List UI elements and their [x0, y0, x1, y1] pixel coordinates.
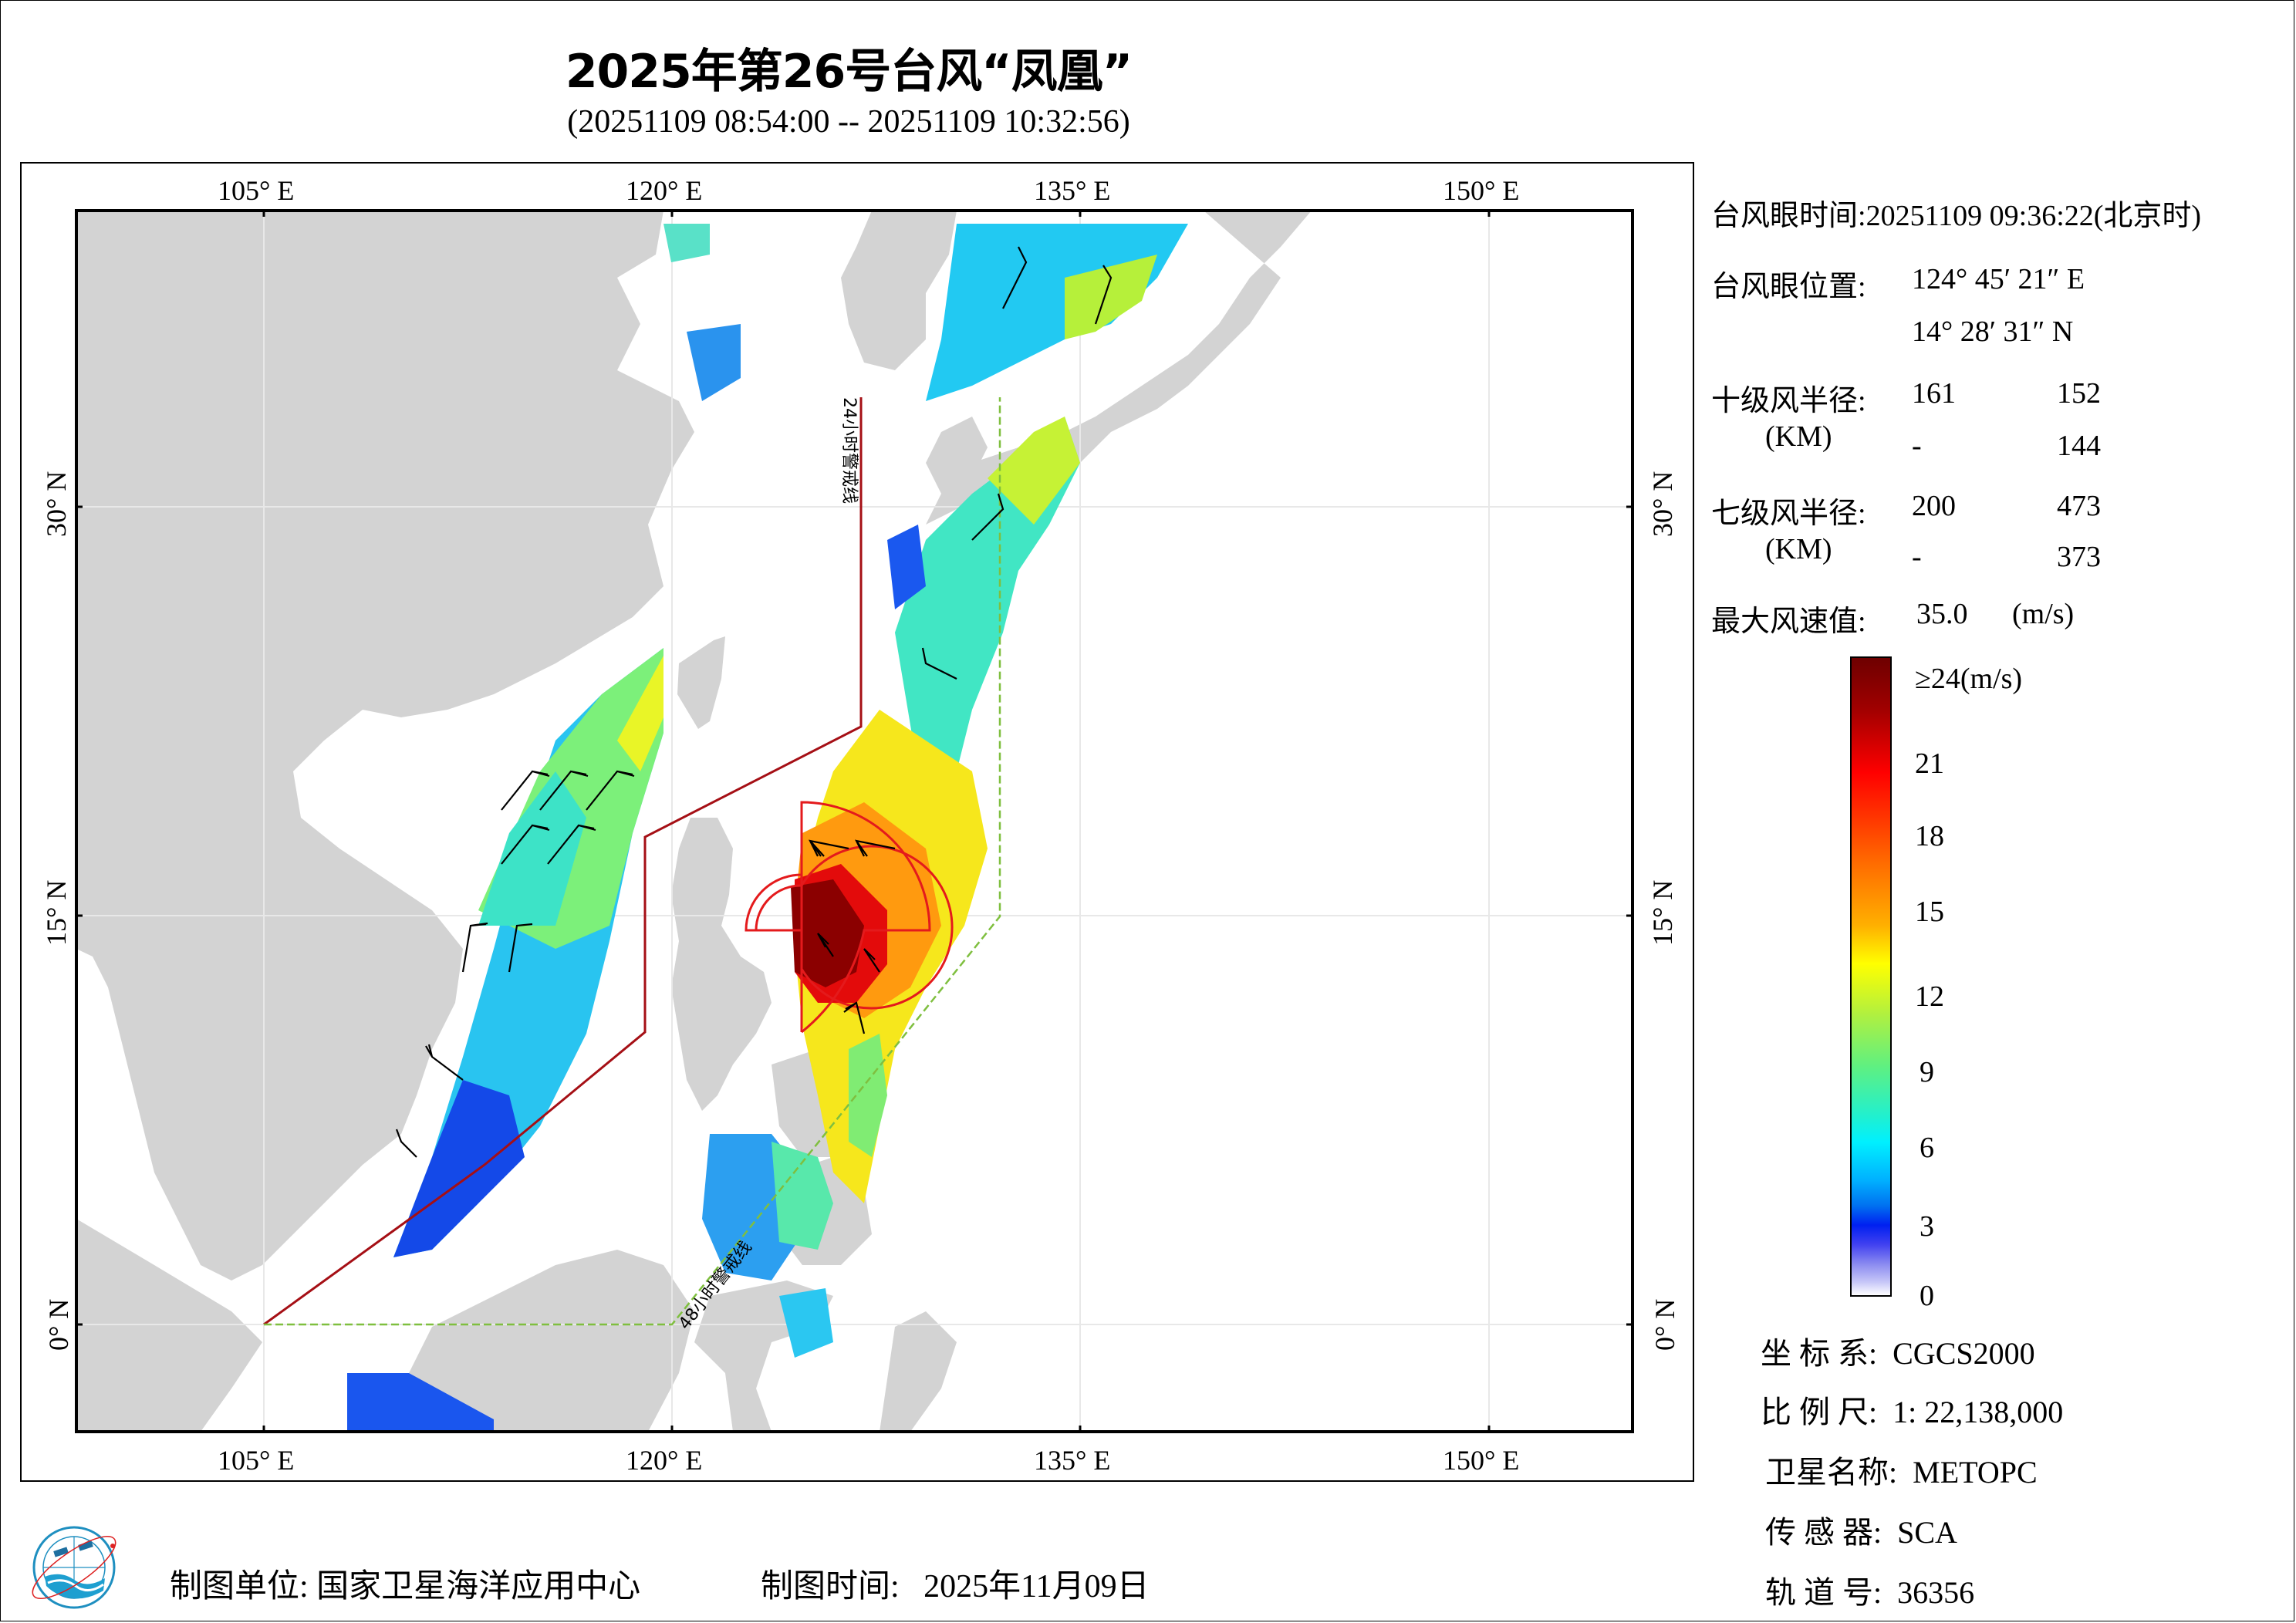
wind-swath-east — [663, 224, 1188, 1358]
left-lat-label-15: 15° N — [41, 879, 72, 946]
max-wind-label: 最大风速值: — [1711, 606, 1866, 638]
r7-value-ne: 200 — [1912, 490, 1956, 522]
crs-label: 坐 标 系: — [1761, 1336, 1878, 1371]
date-value: 2025年11月09日 — [923, 1569, 1150, 1604]
colorbar-tick-3: 3 — [1920, 1210, 1934, 1243]
r7-value-nw: - — [1912, 541, 1922, 573]
sensor-label: 传 感 器: — [1765, 1515, 1882, 1550]
r7-value-se: 473 — [2057, 490, 2101, 522]
colorbar-tick-0: 0 — [1920, 1280, 1934, 1312]
colorbar-tick-15: 15 — [1915, 896, 1944, 928]
producer-value: 国家卫星海洋应用中心 — [316, 1569, 641, 1604]
eye-lon-value: 124° 45′ 21″ E — [1912, 263, 2085, 295]
r10-label: 十级风半径: — [1711, 385, 1866, 417]
bottom-lon-label-105: 105° E — [218, 1445, 295, 1476]
crs-value: CGCS2000 — [1893, 1336, 2035, 1371]
eye-time-label: 台风眼时间: — [1711, 200, 1866, 232]
land-masses — [76, 211, 1312, 1432]
right-lat-label-30: 30° N — [1647, 471, 1678, 537]
left-lat-label-0: 0° N — [43, 1298, 74, 1351]
r10-value-se: 152 — [2057, 377, 2101, 410]
sensor-value: SCA — [1897, 1515, 1957, 1550]
scale-value: 1: 22,138,000 — [1893, 1395, 2064, 1429]
orbit-label: 轨 道 号: — [1765, 1575, 1882, 1610]
scale-label: 比 例 尺: — [1761, 1395, 1878, 1429]
colorbar-tick-18: 18 — [1915, 820, 1944, 852]
r10-value-ne: 161 — [1912, 377, 1956, 410]
map-subtitle-time-range: (20251109 08:54:00 -- 20251109 10:32:56) — [567, 104, 1130, 140]
warning-line-24h — [263, 397, 863, 1326]
top-lon-label-135: 135° E — [1034, 175, 1111, 206]
warning-line-48h — [264, 397, 1001, 1326]
max-wind-row: 最大风速值: — [1711, 597, 1866, 639]
date-row: 制图时间: 2025年11月09日 — [761, 1560, 1150, 1607]
colorbar-tick-24: ≥24(m/s) — [1915, 663, 2023, 695]
satellite-value: METOPC — [1913, 1455, 2038, 1490]
left-lat-label-30: 30° N — [41, 471, 72, 537]
top-lon-label-105: 105° E — [218, 175, 295, 206]
max-wind-unit: (m/s) — [2012, 598, 2075, 630]
map-border — [75, 209, 1634, 1433]
r7-value-sw: 373 — [2057, 541, 2101, 573]
crs-row: 坐 标 系: CGCS2000 — [1761, 1328, 2035, 1373]
eye-position-row: 台风眼位置: — [1711, 262, 1866, 305]
colorbar-tick-12: 12 — [1915, 980, 1944, 1013]
eye-lat-value: 14° 28′ 31″ N — [1912, 315, 2074, 348]
map-outer-frame — [20, 162, 1694, 1482]
axis-ticks — [76, 211, 1633, 1432]
satellite-label: 卫星名称: — [1765, 1455, 1898, 1490]
wind-swath-west — [393, 648, 663, 1257]
right-lat-label-15: 15° N — [1647, 879, 1678, 946]
nsoas-logo-icon — [32, 1526, 116, 1609]
warning-24h-label: 24小时警戒线 — [839, 397, 859, 504]
date-label: 制图时间: — [761, 1569, 900, 1604]
colorbar-tick-21: 21 — [1915, 747, 1944, 780]
r10-value-sw: 144 — [2057, 430, 2101, 462]
sensor-row: 传 感 器: SCA — [1765, 1507, 1957, 1552]
map-title: 2025年第26号台风“凤凰” — [565, 45, 1133, 99]
right-lat-label-0: 0° N — [1649, 1298, 1680, 1351]
bottom-lon-label-120: 120° E — [626, 1445, 703, 1476]
eye-time-value: 20251109 09:36:22(北京时) — [1866, 200, 2202, 232]
colorbar-tick-9: 9 — [1920, 1056, 1934, 1088]
eye-time-row: 台风眼时间:20251109 09:36:22(北京时) — [1711, 191, 2201, 234]
producer-row: 制图单位: 国家卫星海洋应用中心 — [170, 1560, 640, 1607]
eye-pos-label: 台风眼位置: — [1711, 271, 1866, 303]
r7-unit: (KM) — [1765, 533, 1832, 565]
colorbar — [1850, 656, 1892, 1297]
scale-row: 比 例 尺: 1: 22,138,000 — [1761, 1387, 2063, 1432]
r7-label: 七级风半径: — [1711, 498, 1866, 530]
orbit-value: 36356 — [1897, 1575, 1975, 1610]
top-lon-label-150: 150° E — [1443, 175, 1520, 206]
bottom-lon-label-150: 150° E — [1443, 1445, 1520, 1476]
max-wind-value: 35.0 — [1916, 598, 1968, 630]
wind-swath-south — [347, 1373, 494, 1432]
orbit-row: 轨 道 号: 36356 — [1765, 1567, 1974, 1612]
producer-label: 制图单位: — [170, 1569, 309, 1604]
r10-value-nw: - — [1912, 430, 1922, 462]
satellite-row: 卫星名称: METOPC — [1765, 1447, 2038, 1492]
bottom-lon-label-135: 135° E — [1034, 1445, 1111, 1476]
top-lon-label-120: 120° E — [626, 175, 703, 206]
wind-radius-rings — [745, 801, 954, 1034]
r10-unit: (KM) — [1765, 420, 1832, 453]
wind-barbs — [395, 246, 1113, 1158]
colorbar-tick-6: 6 — [1920, 1132, 1934, 1164]
